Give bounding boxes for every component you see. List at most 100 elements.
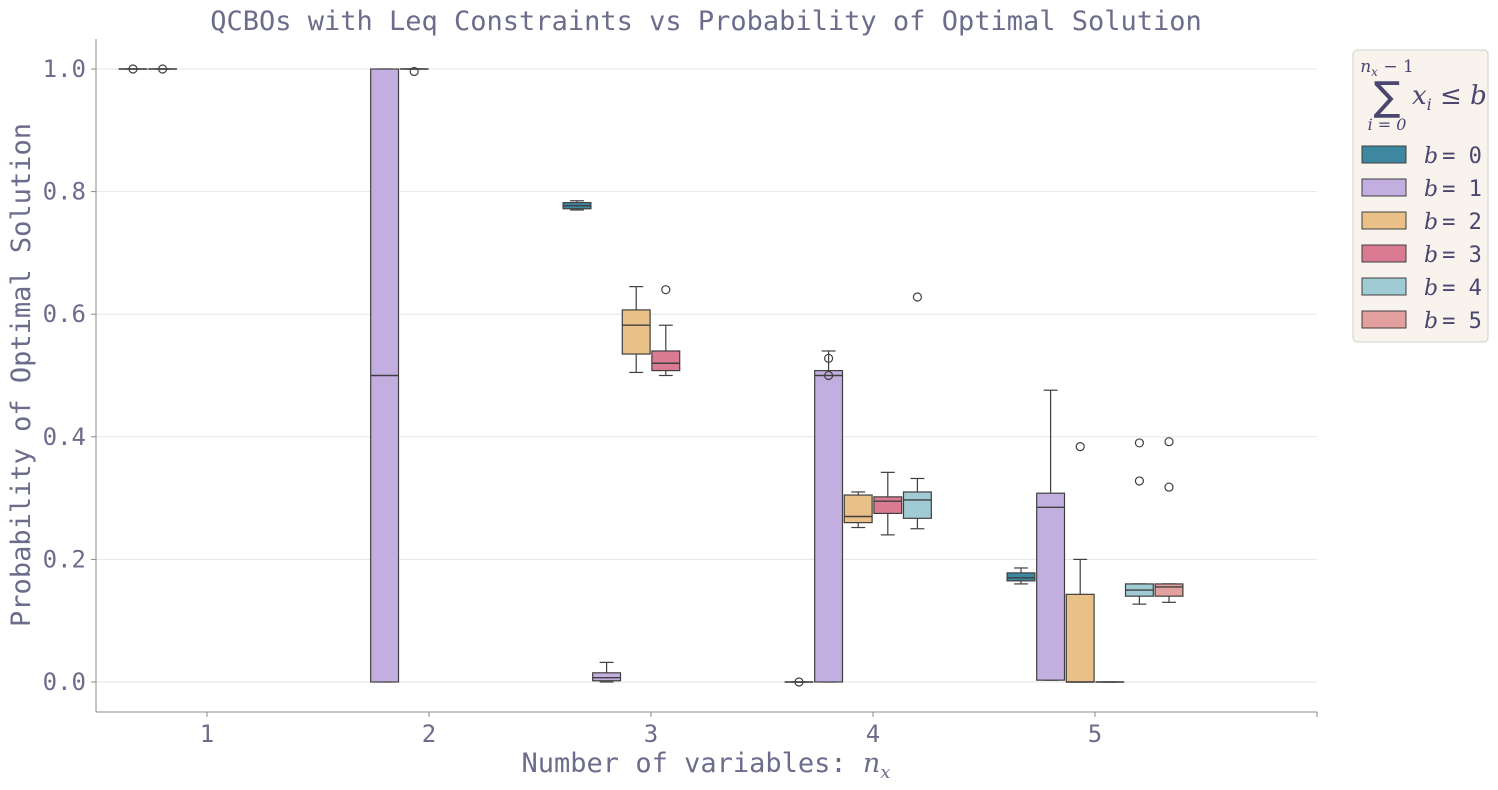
legend-frame — [1352, 49, 1489, 343]
legend-label-var: b — [1424, 210, 1438, 235]
box-plot — [873, 471, 903, 536]
outlier-point — [1164, 437, 1174, 447]
box-iqr — [1006, 572, 1036, 582]
legend-label-var: b — [1424, 276, 1438, 301]
x-tick-label: 3 — [644, 720, 658, 748]
legend-label-var: b — [1424, 243, 1438, 268]
legend-swatch — [1361, 178, 1407, 197]
legend-swatch — [1361, 145, 1407, 164]
legend-label-eq: = 4 — [1442, 276, 1482, 301]
legend-title-sum-top: nx − 1 — [1360, 57, 1414, 79]
box-plot — [651, 285, 681, 377]
legend-label-eq: = 0 — [1442, 144, 1482, 169]
legend-entry: b = 3 — [1361, 243, 1482, 268]
legend-label-var: b — [1424, 309, 1438, 334]
legend-label: b = 1 — [1424, 177, 1482, 202]
outlier-point — [823, 370, 834, 381]
y-axis-label: Probability of Optimal Solution — [6, 123, 37, 627]
box-plot — [370, 68, 400, 683]
legend-swatch — [1361, 310, 1407, 329]
box-iqr — [1065, 593, 1095, 683]
axes — [95, 39, 1318, 717]
legend-title-sum-bottom: i = 0 — [1368, 115, 1407, 134]
box-iqr — [873, 496, 903, 515]
y-tick-label: 1.0 — [43, 55, 86, 83]
y-tick-label: 0.8 — [43, 178, 86, 206]
outlier-point — [128, 64, 138, 74]
y-axis-ticks: 0.0 0.2 0.4 0.6 0.8 1.0 — [43, 55, 96, 696]
outlier-point — [158, 64, 168, 74]
box-iqr — [814, 369, 844, 683]
x-tick-label: 5 — [1088, 720, 1102, 748]
box-plot — [843, 491, 873, 529]
box-plots — [118, 64, 1184, 687]
outlier-point — [1075, 442, 1085, 452]
x-axis-label-math-sub: x — [880, 762, 890, 783]
legend-swatch — [1361, 277, 1407, 296]
x-axis-label-math: n — [863, 748, 880, 779]
box-plot — [1154, 437, 1184, 603]
legend-swatch — [1361, 211, 1407, 230]
legend-label-eq: = 1 — [1442, 177, 1482, 202]
box-plot — [592, 661, 622, 683]
box-plot — [814, 350, 844, 683]
x-tick-label: 2 — [422, 720, 436, 748]
box-iqr — [651, 350, 681, 372]
legend-label-var: b — [1424, 144, 1438, 169]
outlier-point — [1134, 476, 1145, 486]
box-plot — [1065, 442, 1095, 683]
box-plot — [1036, 389, 1066, 681]
box-iqr — [843, 494, 873, 524]
y-tick-label: 0.2 — [43, 545, 86, 573]
box-plot — [784, 677, 814, 687]
x-axis-ticks: 1 2 3 4 5 — [200, 712, 1102, 748]
box-iqr — [1036, 492, 1066, 681]
outlier-point — [1164, 482, 1174, 492]
legend-label: b = 2 — [1424, 210, 1482, 235]
legend-label-var: b — [1424, 177, 1438, 202]
legend-entry: b = 2 — [1361, 210, 1482, 235]
box-iqr — [621, 309, 651, 355]
box-plot — [148, 64, 178, 74]
outlier-point — [409, 66, 419, 77]
outlier-point — [823, 353, 834, 363]
y-tick-label: 0.4 — [43, 423, 86, 451]
chart-title: QCBOs with Leq Constraints vs Probabilit… — [210, 6, 1202, 37]
legend-swatch — [1361, 244, 1407, 263]
legend-label: b = 5 — [1424, 309, 1482, 334]
box-plot — [1006, 567, 1036, 585]
x-axis-label: Number of variables: nx — [522, 748, 891, 783]
y-tick-label: 0.0 — [43, 668, 86, 696]
legend-title-body: xi ≤ b — [1412, 81, 1487, 114]
legend-entries: b = 0b = 1b = 2b = 3b = 4b = 5 — [1361, 144, 1482, 334]
legend-title: nx − 1 ∑ i = 0 xi ≤ b — [1360, 57, 1487, 134]
legend-label-eq: = 5 — [1442, 309, 1482, 334]
legend-label-eq: = 3 — [1442, 243, 1482, 268]
outlier-point — [794, 677, 804, 687]
legend-label-eq: = 2 — [1442, 210, 1482, 235]
box-plot — [1124, 438, 1154, 605]
box-plot — [902, 292, 932, 530]
legend-label: b = 3 — [1424, 243, 1482, 268]
box-iqr — [592, 672, 622, 682]
legend: nx − 1 ∑ i = 0 xi ≤ b b = 0b = 1b = 2b = 3b =… — [1352, 49, 1489, 343]
outlier-point — [661, 285, 671, 295]
legend-title-sum-symbol: ∑ — [1374, 74, 1401, 120]
legend-entry: b = 5 — [1361, 309, 1482, 334]
legend-entry: b = 1 — [1361, 177, 1482, 202]
legend-entry: b = 0 — [1361, 144, 1482, 169]
box-plot — [118, 64, 148, 74]
x-axis-label-text: Number of variables: — [522, 748, 863, 779]
y-tick-label: 0.6 — [43, 300, 86, 328]
box-plot — [621, 286, 651, 374]
x-tick-label: 1 — [200, 720, 214, 748]
box-iqr — [902, 491, 932, 519]
box-iqr — [1154, 583, 1184, 597]
legend-label: b = 4 — [1424, 276, 1482, 301]
box-plot — [399, 66, 429, 77]
outlier-point — [1134, 438, 1145, 448]
x-tick-label: 4 — [866, 720, 880, 748]
legend-entry: b = 4 — [1361, 276, 1482, 301]
legend-label: b = 0 — [1424, 144, 1482, 169]
